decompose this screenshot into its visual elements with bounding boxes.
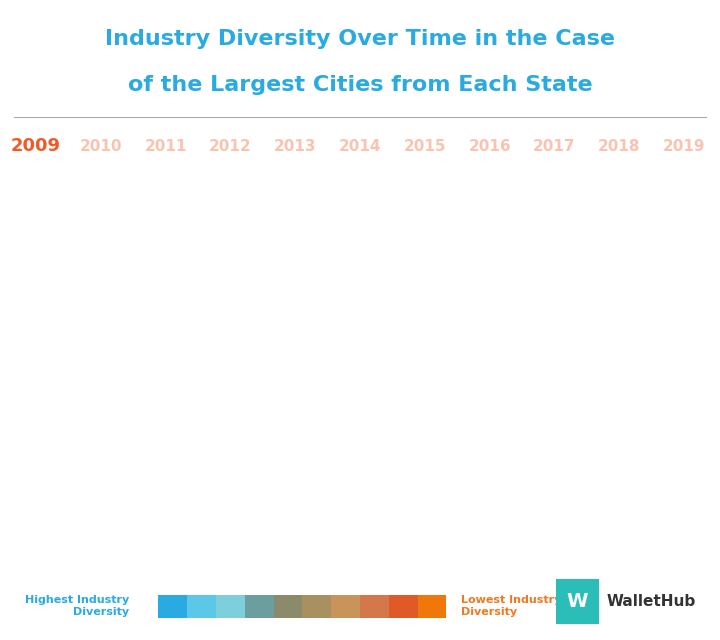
- FancyBboxPatch shape: [245, 595, 274, 618]
- Text: 2014: 2014: [338, 139, 382, 154]
- Text: Lowest Industry
Diversity: Lowest Industry Diversity: [461, 595, 561, 617]
- Text: Industry Diversity Over Time in the Case: Industry Diversity Over Time in the Case: [105, 29, 615, 49]
- Text: W: W: [567, 592, 588, 611]
- Text: 2019: 2019: [662, 139, 706, 154]
- Text: 2009: 2009: [11, 137, 61, 156]
- FancyBboxPatch shape: [556, 579, 599, 624]
- Text: Highest Industry
Diversity: Highest Industry Diversity: [25, 595, 130, 617]
- FancyBboxPatch shape: [331, 595, 360, 618]
- FancyBboxPatch shape: [360, 595, 389, 618]
- Text: 2018: 2018: [598, 139, 641, 154]
- Text: 2010: 2010: [79, 139, 122, 154]
- FancyBboxPatch shape: [389, 595, 418, 618]
- FancyBboxPatch shape: [418, 595, 446, 618]
- Text: 2013: 2013: [274, 139, 317, 154]
- Text: 2011: 2011: [145, 139, 186, 154]
- Text: 2012: 2012: [209, 139, 252, 154]
- Text: 2015: 2015: [403, 139, 446, 154]
- FancyBboxPatch shape: [187, 595, 216, 618]
- Text: 2017: 2017: [533, 139, 576, 154]
- Text: of the Largest Cities from Each State: of the Largest Cities from Each State: [127, 75, 593, 95]
- Text: 2016: 2016: [468, 139, 511, 154]
- FancyBboxPatch shape: [302, 595, 331, 618]
- FancyBboxPatch shape: [158, 595, 187, 618]
- FancyBboxPatch shape: [274, 595, 302, 618]
- Text: WalletHub: WalletHub: [606, 594, 696, 609]
- FancyBboxPatch shape: [216, 595, 245, 618]
